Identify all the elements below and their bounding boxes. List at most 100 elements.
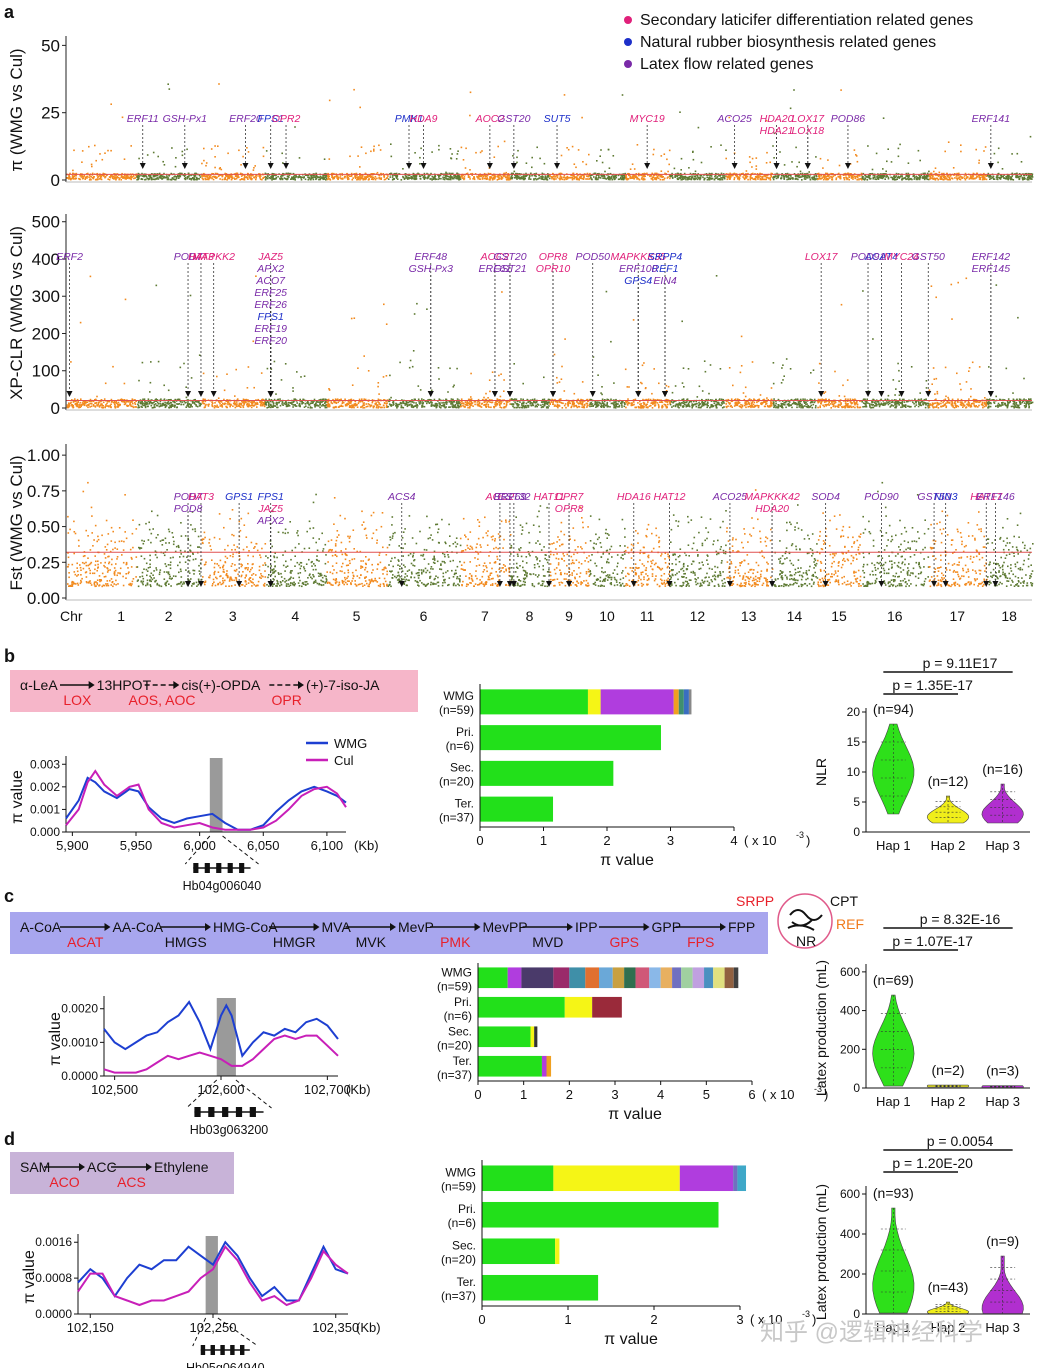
data-point — [906, 175, 909, 178]
data-point — [981, 178, 984, 181]
data-point — [287, 404, 290, 407]
data-point — [390, 172, 392, 175]
data-point — [697, 176, 700, 179]
data-point — [82, 403, 85, 405]
data-point — [371, 401, 374, 404]
data-point — [923, 175, 926, 178]
data-point — [171, 177, 174, 179]
data-point — [997, 176, 999, 179]
data-point — [529, 401, 532, 403]
data-point — [655, 172, 658, 175]
data-point — [451, 176, 453, 178]
data-point — [316, 176, 319, 178]
data-point — [713, 178, 716, 181]
data-point — [77, 401, 79, 403]
data-point — [389, 176, 392, 178]
data-point — [217, 145, 219, 147]
data-point — [598, 174, 600, 176]
data-point — [1018, 175, 1021, 178]
data-point — [749, 178, 752, 181]
data-point — [590, 399, 593, 401]
data-point — [500, 406, 503, 409]
data-point — [479, 405, 481, 407]
data-point — [394, 173, 397, 175]
data-point — [286, 177, 289, 180]
data-point — [252, 405, 255, 407]
data-point — [94, 399, 96, 401]
data-point — [669, 177, 671, 180]
data-point — [549, 402, 551, 405]
data-point — [1007, 176, 1009, 178]
data-point — [801, 179, 803, 181]
data-point — [239, 402, 242, 405]
data-point — [796, 165, 798, 168]
data-point — [396, 405, 399, 407]
data-point — [230, 175, 232, 178]
data-point — [371, 175, 373, 178]
data-point — [529, 174, 531, 177]
data-point — [214, 172, 217, 175]
data-point — [541, 177, 544, 180]
data-point — [535, 175, 537, 178]
data-point — [654, 172, 656, 175]
data-point — [529, 172, 532, 175]
data-point — [402, 400, 404, 402]
data-point — [117, 176, 120, 179]
data-point — [982, 177, 984, 179]
data-point — [624, 403, 626, 405]
data-point — [294, 398, 297, 400]
data-point — [328, 175, 330, 178]
gene-arrow — [181, 163, 188, 169]
data-point — [71, 405, 74, 408]
data-point — [171, 147, 173, 149]
data-point — [240, 406, 242, 408]
data-point — [102, 174, 105, 176]
data-point — [1020, 174, 1023, 177]
data-point — [195, 178, 198, 181]
data-point — [370, 150, 372, 153]
data-point — [694, 170, 697, 173]
data-point — [603, 406, 605, 409]
data-point — [541, 172, 544, 175]
data-point — [437, 178, 439, 181]
data-point — [556, 382, 559, 384]
data-point — [515, 176, 518, 178]
data-point — [880, 176, 882, 179]
data-point — [551, 176, 553, 179]
data-point — [688, 175, 691, 178]
data-point — [268, 176, 271, 179]
data-point — [683, 176, 685, 178]
data-point — [496, 398, 499, 400]
data-point — [276, 406, 278, 409]
data-point — [681, 178, 683, 181]
data-point — [852, 176, 854, 178]
data-point — [1008, 175, 1010, 177]
data-point — [823, 175, 825, 178]
data-point — [408, 174, 411, 177]
data-point — [882, 168, 884, 170]
data-point — [232, 402, 235, 405]
data-point — [324, 406, 327, 409]
data-point — [1020, 161, 1023, 163]
data-point — [450, 403, 452, 405]
data-point — [937, 178, 939, 181]
data-point — [586, 404, 589, 407]
data-point — [168, 178, 170, 181]
data-point — [223, 398, 225, 401]
data-point — [471, 172, 474, 175]
data-point — [86, 175, 89, 178]
data-point — [1015, 172, 1018, 175]
data-point — [454, 405, 456, 407]
data-point — [933, 170, 935, 173]
data-point — [622, 400, 624, 403]
data-point — [149, 391, 151, 393]
data-point — [89, 275, 92, 278]
data-point — [959, 176, 961, 179]
data-point — [729, 176, 731, 179]
data-point — [385, 403, 388, 405]
data-point — [253, 176, 256, 179]
data-point — [81, 176, 84, 178]
data-point — [283, 402, 285, 405]
data-point — [1018, 178, 1020, 181]
data-point — [597, 176, 600, 179]
